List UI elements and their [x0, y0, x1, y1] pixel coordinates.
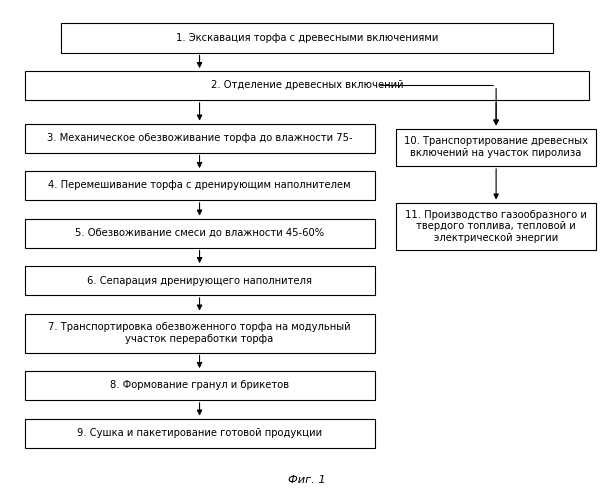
FancyBboxPatch shape — [25, 171, 375, 200]
Text: 8. Формование гранул и брикетов: 8. Формование гранул и брикетов — [110, 380, 289, 390]
Text: Фиг. 1: Фиг. 1 — [288, 475, 326, 485]
Text: 11. Производство газообразного и
твердого топлива, тепловой и
электрической энер: 11. Производство газообразного и твердог… — [405, 210, 587, 243]
FancyBboxPatch shape — [396, 202, 596, 250]
Text: 7. Транспортировка обезвоженного торфа на модульный
участок переработки торфа: 7. Транспортировка обезвоженного торфа н… — [49, 322, 351, 344]
FancyBboxPatch shape — [25, 71, 589, 100]
Text: 5. Обезвоживание смеси до влажности 45-60%: 5. Обезвоживание смеси до влажности 45-6… — [75, 228, 324, 238]
Text: 4. Перемешивание торфа с дренирующим наполнителем: 4. Перемешивание торфа с дренирующим нап… — [49, 180, 351, 190]
FancyBboxPatch shape — [25, 124, 375, 152]
Text: 9. Сушка и пакетирование готовой продукции: 9. Сушка и пакетирование готовой продукц… — [77, 428, 322, 438]
FancyBboxPatch shape — [25, 371, 375, 400]
Text: 1. Экскавация торфа с древесными включениями: 1. Экскавация торфа с древесными включен… — [176, 33, 438, 43]
FancyBboxPatch shape — [25, 314, 375, 352]
FancyBboxPatch shape — [61, 24, 553, 52]
FancyBboxPatch shape — [25, 218, 375, 248]
FancyBboxPatch shape — [396, 128, 596, 166]
Text: 2. Отделение древесных включений: 2. Отделение древесных включений — [211, 80, 403, 90]
FancyBboxPatch shape — [25, 418, 375, 448]
Text: 6. Сепарация дренирующего наполнителя: 6. Сепарация дренирующего наполнителя — [87, 276, 312, 285]
Text: 10. Транспортирование древесных
включений на участок пиролиза: 10. Транспортирование древесных включени… — [404, 136, 588, 158]
FancyBboxPatch shape — [25, 266, 375, 295]
Text: 3. Механическое обезвоживание торфа до влажности 75-: 3. Механическое обезвоживание торфа до в… — [47, 133, 352, 143]
